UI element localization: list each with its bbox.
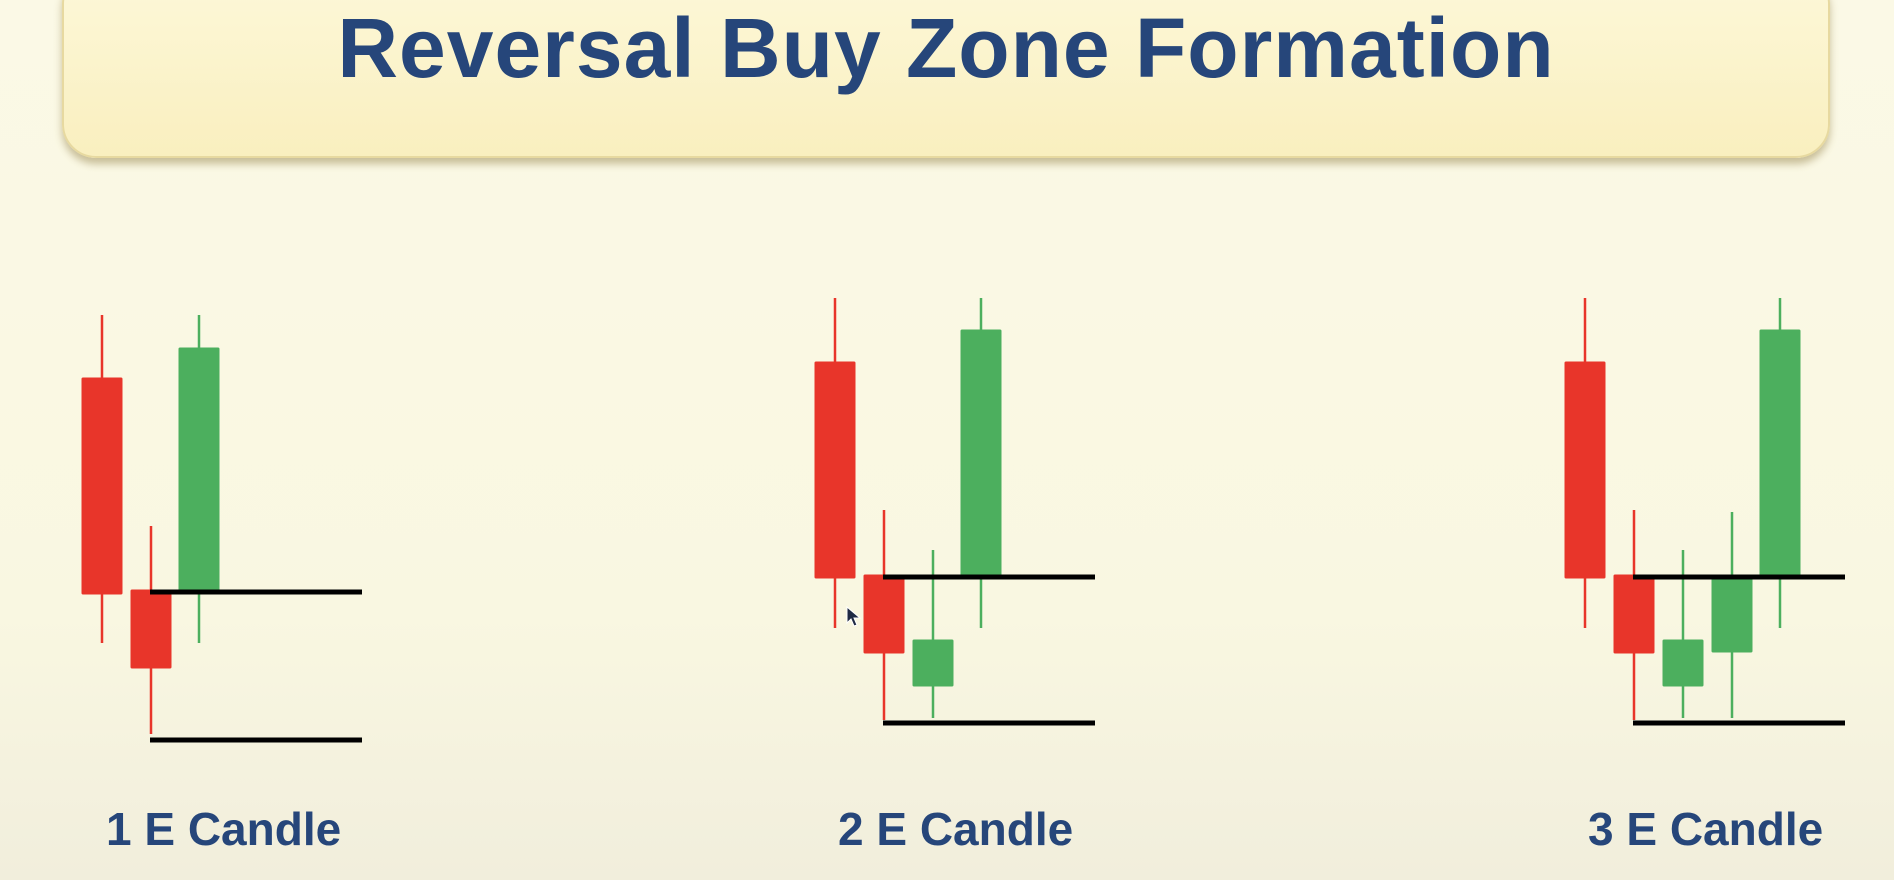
- candle-body: [178, 347, 220, 593]
- pattern-label-1: 1 E Candle: [106, 803, 342, 855]
- bearish-candle: [1613, 510, 1655, 720]
- bearish-candle: [1564, 298, 1606, 628]
- candle-body: [1759, 329, 1801, 578]
- candle-body: [1613, 574, 1655, 654]
- candle-body: [814, 361, 856, 579]
- candle-body: [863, 574, 905, 654]
- candle-body: [81, 377, 123, 595]
- candle-body: [130, 589, 172, 669]
- bearish-candle: [81, 315, 123, 643]
- candle-body: [1711, 574, 1753, 653]
- candle-body: [960, 329, 1002, 578]
- mouse-cursor-icon: [846, 606, 862, 627]
- pattern-3-e-candle: [1564, 298, 1845, 726]
- pattern-2-e-candle: [814, 298, 1095, 726]
- bearish-candle: [130, 526, 172, 734]
- pattern-label-3: 3 E Candle: [1588, 803, 1824, 855]
- title-banner: Reversal Buy Zone Formation: [62, 0, 1830, 158]
- page-title: Reversal Buy Zone Formation: [337, 1, 1555, 95]
- pattern-1-e-candle: [81, 315, 362, 743]
- bullish-candle: [960, 298, 1002, 628]
- bullish-candle: [1711, 512, 1753, 718]
- candle-body: [1662, 639, 1704, 687]
- candle-body: [1564, 361, 1606, 579]
- bearish-candle: [863, 510, 905, 720]
- candle-body: [912, 639, 954, 687]
- pattern-label-2: 2 E Candle: [838, 803, 1074, 855]
- bearish-candle: [814, 298, 856, 628]
